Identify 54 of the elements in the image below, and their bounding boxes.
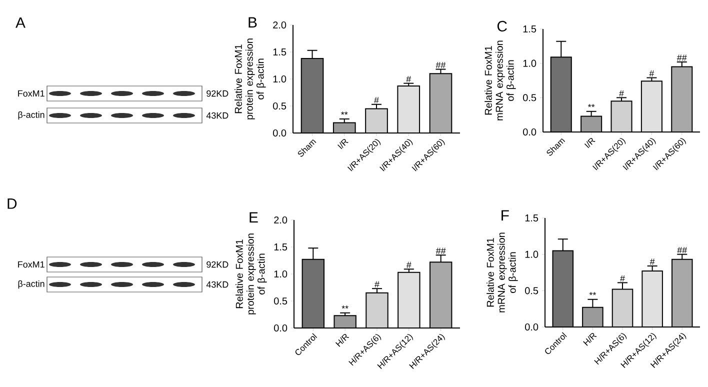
data-label: # bbox=[406, 262, 412, 268]
data-label: # bbox=[620, 275, 625, 282]
y-tick-label: 0.5 bbox=[525, 287, 538, 294]
chart-title: C bbox=[497, 20, 507, 32]
y-tick-label: 1.5 bbox=[274, 244, 288, 250]
y-tick-label: 1.0 bbox=[273, 75, 286, 83]
data-label: # bbox=[650, 258, 655, 265]
chart-title: F bbox=[502, 210, 509, 220]
y-tick-label: 0.5 bbox=[523, 94, 536, 102]
y-axis-title: Relative FoxM1 mRNA expression of β-actin bbox=[486, 232, 518, 312]
y-tick-label: 1.5 bbox=[525, 214, 538, 222]
data-label: ** bbox=[588, 104, 595, 108]
text: β-actin bbox=[18, 111, 44, 120]
data-label: # bbox=[649, 70, 654, 77]
y-tick-label: 0.0 bbox=[273, 129, 286, 137]
x-tick-label: H/R bbox=[335, 334, 350, 347]
text: 43KD bbox=[206, 112, 228, 119]
y-axis-title: Relative FoxM1 protein expression of β-actin bbox=[234, 38, 266, 120]
data-label: ## bbox=[436, 248, 446, 254]
y-tick-label: 1.5 bbox=[273, 48, 286, 56]
data-label: ## bbox=[436, 62, 446, 68]
y-tick-label: 0.0 bbox=[274, 324, 288, 332]
y-tick-label: 0.0 bbox=[523, 128, 536, 136]
data-label: ## bbox=[677, 246, 688, 254]
text: 43KD bbox=[206, 281, 228, 288]
y-tick-label: 0.5 bbox=[274, 297, 288, 305]
chart-title: E bbox=[250, 212, 258, 222]
x-tick-label: I/R bbox=[338, 139, 348, 150]
y-tick-label: 1.0 bbox=[274, 270, 288, 278]
y-axis-title: Relative FoxM1 protein expression of β-actin bbox=[236, 234, 267, 314]
text: A bbox=[16, 18, 26, 28]
y-tick-label: 0.0 bbox=[525, 323, 538, 331]
data-label: # bbox=[374, 281, 380, 288]
text: β-actin bbox=[18, 280, 44, 289]
y-tick-label: 1.0 bbox=[525, 250, 538, 258]
y-tick-label: 0.5 bbox=[273, 102, 286, 110]
data-label: ** bbox=[342, 306, 348, 309]
text: 92KD bbox=[206, 261, 228, 268]
chart-title: B bbox=[248, 17, 257, 28]
y-tick-label: 1.0 bbox=[523, 60, 536, 67]
text: 92KD bbox=[206, 90, 228, 97]
data-label: ** bbox=[589, 292, 596, 296]
text: FoxM1 bbox=[18, 261, 44, 268]
text: D bbox=[8, 198, 17, 209]
text: FoxM1 bbox=[18, 90, 44, 97]
data-label: ## bbox=[676, 54, 687, 61]
data-label: # bbox=[374, 97, 379, 104]
y-tick-label: 2.0 bbox=[273, 21, 286, 29]
y-tick-label: 1.5 bbox=[523, 26, 536, 32]
data-label: ** bbox=[341, 112, 348, 115]
data-label: # bbox=[619, 90, 624, 96]
data-label: # bbox=[406, 76, 412, 82]
y-axis-title: Relative FoxM1 mRNA expression of β-actin bbox=[484, 40, 516, 120]
y-tick-label: 2.0 bbox=[274, 216, 288, 224]
